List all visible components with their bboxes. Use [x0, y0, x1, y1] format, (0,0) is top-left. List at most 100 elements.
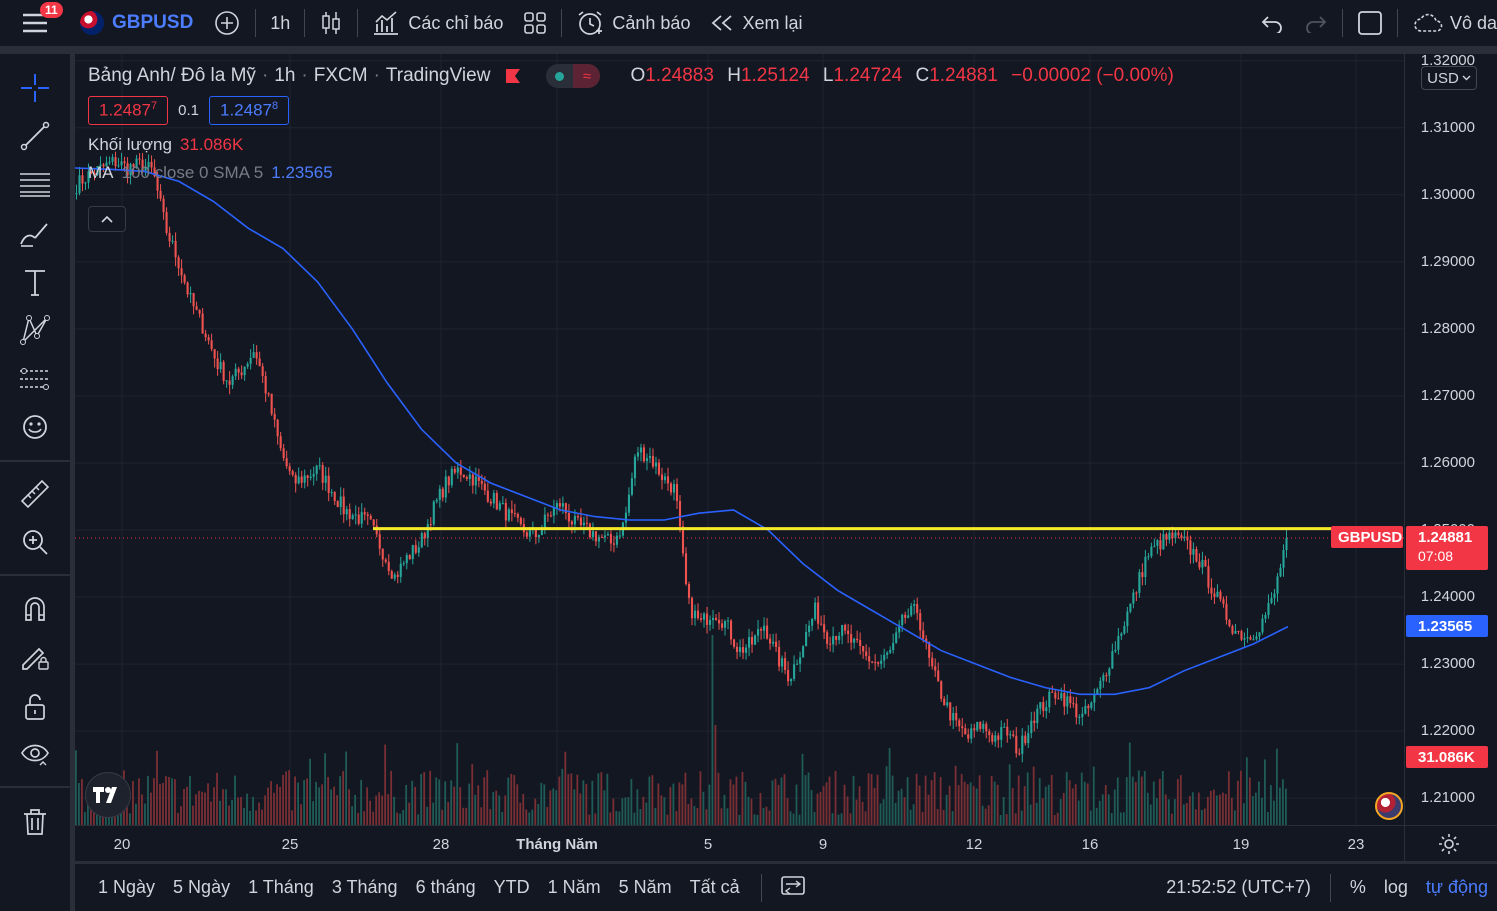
volume-bar [1140, 776, 1143, 825]
zoom-tool[interactable] [17, 524, 53, 560]
templates-button[interactable] [513, 0, 557, 48]
candle-body [847, 630, 850, 634]
text-tool[interactable] [17, 264, 53, 300]
percent-scale-toggle[interactable]: % [1349, 877, 1366, 897]
volume-legend[interactable]: Khối lượng 31.086K [88, 135, 1174, 155]
trend-line-tool[interactable] [17, 118, 53, 154]
volume-bar [1080, 772, 1083, 825]
crosshair-tool[interactable] [17, 70, 53, 106]
candle-body [297, 476, 300, 484]
lock-drawings-button[interactable] [17, 689, 53, 725]
brush-tool[interactable] [17, 216, 53, 252]
range-5y-button[interactable]: 5 Năm [618, 877, 672, 897]
flag-marker-icon[interactable] [504, 67, 522, 85]
chart-settings-button[interactable] [1404, 825, 1497, 861]
date-range-button[interactable] [774, 874, 812, 901]
volume-bar [1230, 797, 1233, 825]
volume-bar [960, 773, 963, 825]
price-axis-label: 1.31000 [1420, 118, 1475, 136]
prediction-tool[interactable] [17, 361, 53, 397]
interval-button[interactable]: 1h [270, 12, 291, 33]
range-6m-button[interactable]: 6 tháng [415, 877, 476, 897]
economic-event-icon[interactable] [1375, 792, 1403, 820]
volume-bar [564, 751, 567, 825]
candle-body [369, 515, 372, 520]
toolbar-divider [304, 9, 306, 37]
candle-body [471, 474, 474, 486]
range-5d-button[interactable]: 5 Ngày [173, 877, 231, 897]
volume-bar [414, 786, 417, 825]
volume-bar [558, 776, 561, 825]
candle-body [955, 713, 958, 721]
chart-legend: Bảng Anh/ Đô la Mỹ · 1h · FXCM · Trading… [88, 64, 1174, 183]
volume-bar [1218, 794, 1221, 825]
layout-select-button[interactable] [1347, 0, 1393, 48]
measure-tool[interactable] [17, 476, 53, 512]
auto-scale-toggle[interactable]: tự động [1425, 877, 1488, 897]
sell-price-button[interactable]: 1.24877 [88, 96, 169, 125]
volume-bar [318, 787, 321, 825]
undo-button[interactable] [1250, 0, 1294, 48]
symbol-legend-row[interactable]: Bảng Anh/ Đô la Mỹ · 1h · FXCM · Trading… [88, 64, 1174, 88]
candle-body [567, 513, 570, 522]
buy-price-button[interactable]: 1.24878 [208, 96, 290, 125]
chart-type-button[interactable] [309, 0, 353, 48]
range-3m-button[interactable]: 3 Tháng [331, 877, 398, 897]
candle-body [141, 159, 144, 173]
main-menu-button[interactable]: 11 [0, 0, 70, 48]
volume-bar [471, 764, 474, 825]
emoji-tool[interactable] [17, 409, 53, 445]
currency-selector[interactable]: USD [1421, 66, 1477, 90]
compare-symbol-button[interactable] [203, 0, 251, 48]
volume-bar [657, 783, 660, 825]
candle-body [534, 529, 537, 538]
volume-bar [384, 744, 387, 825]
volume-bar [288, 770, 290, 825]
market-status-badge[interactable]: ≈ [546, 64, 601, 88]
candle-body [372, 519, 375, 526]
ma-legend[interactable]: MA 100 close 0 SMA 5 1.23565 [88, 163, 1174, 183]
volume-bar [237, 797, 239, 825]
price-chart[interactable] [75, 54, 1404, 825]
range-all-button[interactable]: Tất cả [689, 877, 740, 897]
volume-bar [1170, 813, 1173, 825]
cloud-icon [1414, 13, 1443, 32]
candle-body [657, 462, 661, 475]
volume-bar [141, 794, 143, 825]
chart-pane[interactable] [75, 54, 1404, 825]
pattern-tool[interactable] [17, 312, 53, 348]
candle-body [459, 467, 462, 475]
price-axis-label: 1.23000 [1420, 655, 1475, 673]
tradingview-logo[interactable] [85, 772, 131, 818]
volume-bar [405, 785, 408, 825]
log-scale-toggle[interactable]: log [1383, 877, 1408, 897]
price-axis[interactable]: USD 1.32000 1.31000 1.30000 1.29000 1.28000 1… [1331, 52, 1497, 825]
cloud-save-button[interactable]: Vô da [1402, 0, 1497, 48]
fib-tool[interactable] [17, 166, 53, 202]
candle-body [486, 490, 489, 502]
alert-button[interactable]: Cảnh báo [566, 0, 700, 48]
symbol-search-button[interactable]: GBPUSD [70, 0, 203, 48]
stay-in-drawing-mode[interactable] [17, 639, 53, 675]
indicators-button[interactable]: Các chỉ báo [362, 0, 513, 48]
candle-body [793, 664, 796, 679]
magnet-tool[interactable] [17, 591, 53, 627]
candle-body [937, 670, 940, 682]
volume-bar [1197, 792, 1200, 825]
redo-button[interactable] [1294, 0, 1338, 48]
range-1d-button[interactable]: 1 Ngày [98, 877, 156, 897]
range-1m-button[interactable]: 1 Tháng [248, 877, 314, 897]
replay-button[interactable]: Xem lại [700, 0, 812, 48]
volume-label: Khối lượng [88, 134, 172, 154]
volume-bar [522, 794, 525, 825]
time-label: 19 [1232, 836, 1250, 853]
hide-drawings-button[interactable] [17, 736, 53, 772]
collapse-legend-button[interactable] [88, 206, 126, 232]
remove-drawings-button[interactable] [17, 804, 53, 840]
timezone-button[interactable]: 21:52:52 (UTC+7) [1166, 877, 1311, 897]
volume-bar [1176, 779, 1179, 825]
time-axis[interactable]: 20 25 28 Tháng Năm 5 9 12 16 19 23 [75, 825, 1404, 861]
range-1y-button[interactable]: 1 Năm [547, 877, 601, 897]
range-ytd-button[interactable]: YTD [493, 877, 530, 897]
price-axis-label: 1.21000 [1420, 789, 1475, 807]
